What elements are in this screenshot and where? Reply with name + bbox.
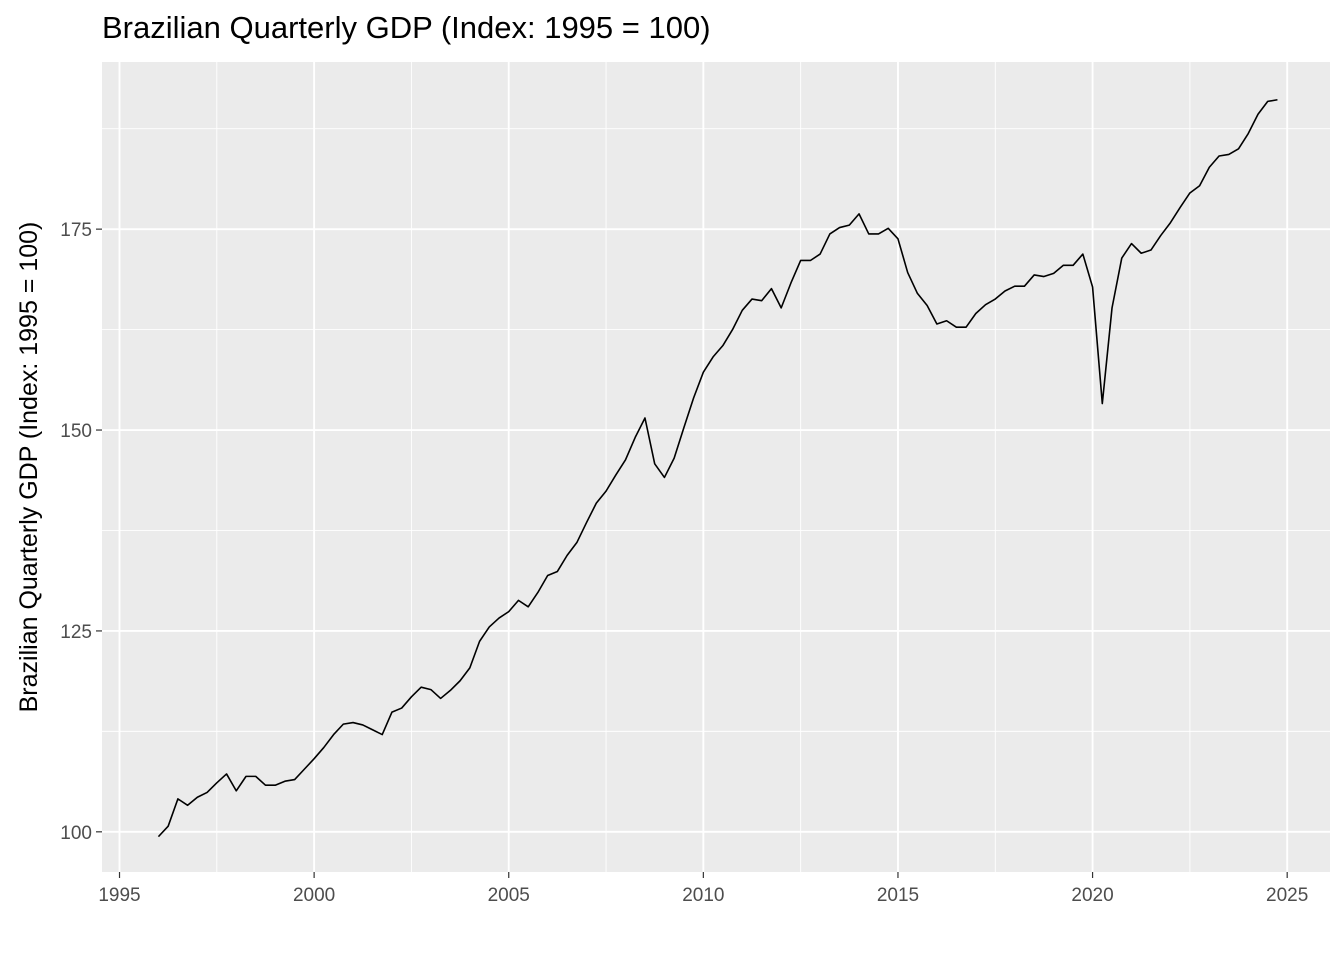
x-axis: 1995 2000 2005 2010 2015 2020 2025 — [98, 872, 1308, 906]
y-axis-title: Brazilian Quarterly GDP (Index: 1995 = 1… — [15, 222, 43, 713]
y-tick-label: 125 — [60, 622, 92, 643]
major-gridlines — [102, 62, 1330, 872]
x-tick-label: 2010 — [682, 885, 724, 906]
y-tick-label: 100 — [60, 823, 92, 844]
plot-panel — [102, 62, 1330, 872]
x-tick-label: 2000 — [293, 885, 335, 906]
gdp-series-line — [157, 98, 1278, 838]
x-tick-label: 2005 — [488, 885, 530, 906]
x-tick-label: 2015 — [877, 885, 919, 906]
x-tick-label: 2025 — [1266, 885, 1308, 906]
x-tick-label: 1995 — [98, 885, 140, 906]
x-tick-label: 2020 — [1071, 885, 1113, 906]
chart-title: Brazilian Quarterly GDP (Index: 1995 = 1… — [102, 10, 711, 45]
y-axis: 100 125 150 175 — [60, 220, 102, 844]
y-tick-label: 150 — [60, 421, 92, 442]
minor-gridlines — [102, 62, 1330, 872]
y-tick-label: 175 — [60, 220, 92, 241]
